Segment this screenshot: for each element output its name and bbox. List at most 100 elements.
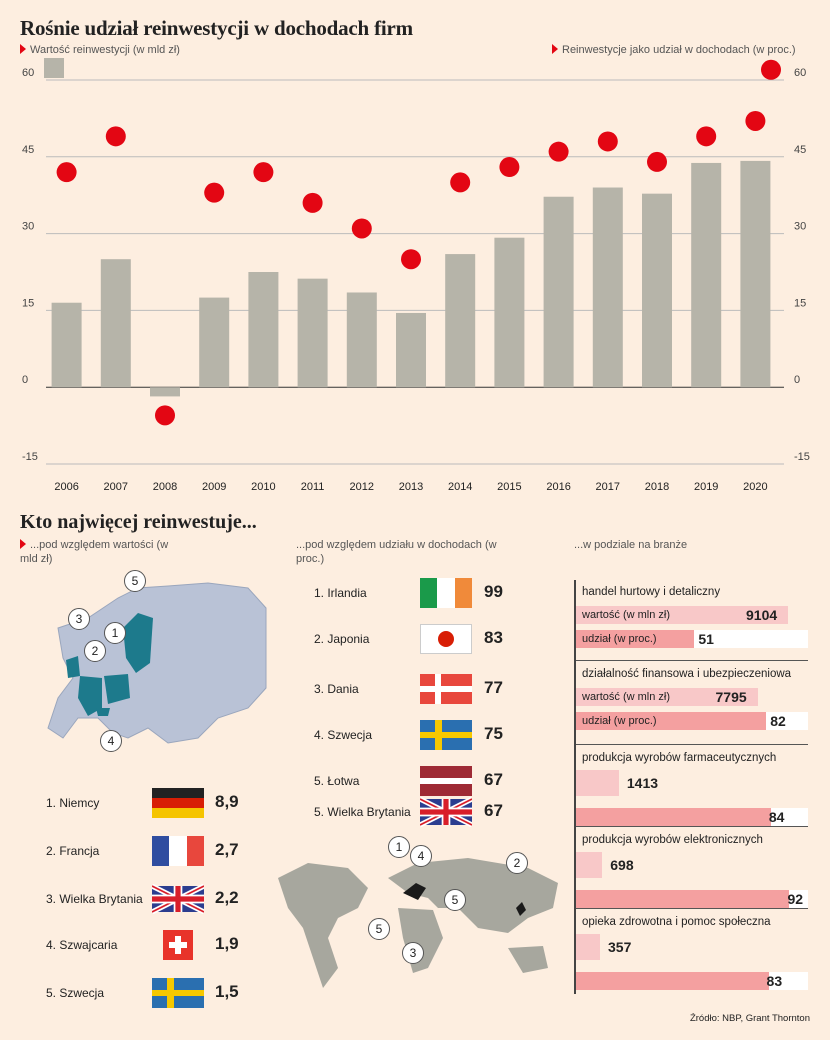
world-map-label-2: 2 [506, 852, 528, 874]
legend-dots: Reinwestycje jako udział w dochodach (w … [552, 44, 796, 56]
rank-share-label: 4. Szwecja [314, 728, 373, 742]
europe-map-label-4: 4 [100, 730, 122, 752]
dot [155, 405, 175, 426]
value-number: 698 [610, 857, 634, 873]
bar [740, 160, 771, 388]
uk-highlight [66, 656, 80, 678]
industry-separator [576, 908, 808, 909]
share-number: 92 [787, 891, 804, 907]
rank-share-value: 83 [484, 628, 503, 647]
industry-separator [576, 826, 808, 827]
bar [297, 278, 328, 388]
dot [761, 59, 781, 80]
africa-land [398, 908, 443, 973]
value-bar-label: wartość (w mln zł) [582, 691, 671, 703]
value-number: 357 [608, 939, 632, 955]
x-tick-label: 2006 [54, 481, 78, 493]
dot [401, 249, 421, 270]
y-tick-right: 30 [794, 221, 806, 233]
bar [543, 196, 574, 388]
ch-flag-icon [152, 930, 204, 960]
y-tick-left: -15 [22, 451, 38, 463]
rank-value-label: 5. Szwecja [46, 986, 105, 1000]
rank-value-label: 4. Szwajcaria [46, 938, 118, 952]
share-bar-label: udział (w proc.) [582, 633, 657, 645]
france-highlight [78, 676, 102, 716]
lv-flag-icon [420, 766, 472, 796]
bar [100, 259, 131, 388]
y-tick-right: 45 [794, 144, 806, 156]
value-bar [576, 770, 619, 796]
value-bar [576, 852, 603, 878]
x-tick-label: 2007 [104, 481, 128, 493]
bar [51, 302, 82, 388]
ie-flag-icon [420, 578, 472, 608]
rank-share-value: 77 [484, 678, 503, 697]
fr-flag-icon [152, 836, 204, 866]
world-map-label-1: 1 [388, 836, 410, 858]
subtitle-value: ...pod względem wartości (w mld zł) [20, 539, 169, 565]
y-tick-left: 45 [22, 144, 34, 156]
industry-name: opieka zdrowotna i pomoc społeczna [582, 916, 771, 928]
rank-value-label: 2. Francja [46, 844, 100, 858]
bar [494, 237, 525, 388]
industry-separator [576, 744, 808, 745]
value-bar [576, 934, 600, 960]
dot [745, 110, 766, 131]
industry-name: działalność finansowa i ubezpieczeniowa [582, 668, 792, 680]
rank-value-value: 2,2 [215, 888, 239, 907]
industry-name: produkcja wyrobów elektronicznych [582, 834, 763, 846]
bar [150, 387, 180, 397]
chart-title: Rośnie udział reinwestycji w dochodach f… [20, 16, 413, 40]
share-bar [576, 630, 695, 648]
industry-name: produkcja wyrobów farmaceutycznych [582, 752, 777, 764]
australia-land [508, 946, 548, 973]
dot [499, 157, 520, 178]
share-number: 51 [698, 631, 714, 647]
share-bar [576, 808, 771, 826]
rank-share-value: 75 [484, 724, 503, 743]
triangle-marker-icon [20, 44, 26, 54]
y-tick-right: 0 [794, 374, 800, 386]
industry-name: handel hurtowy i detaliczny [582, 586, 721, 598]
switzerland-highlight [96, 708, 110, 716]
x-tick-label: 2012 [350, 481, 374, 493]
y-tick-left: 0 [22, 374, 28, 386]
triangle-marker-icon [552, 44, 558, 54]
industry-panel [574, 580, 810, 994]
subtitle-share: ...pod względem udziału w dochodach (w p… [296, 539, 497, 565]
x-tick-label: 2008 [153, 481, 177, 493]
jp-flag-icon [420, 624, 472, 654]
rank-share-value: 67 [484, 770, 503, 789]
world-map-label-5: 5 [444, 889, 466, 911]
dot [548, 141, 569, 162]
rank-share-label: 5. Wielka Brytania [314, 805, 411, 819]
gb-flag-icon [152, 884, 204, 914]
sweden-highlight [123, 613, 153, 673]
reinvestment-chart: 60 60 45 45 30 30 15 15 0 0 -15 -15 2006 2007 2008 2009… [22, 58, 810, 493]
rank-share-label: 1. Irlandia [314, 586, 367, 600]
europe-highlight [403, 883, 426, 900]
dot [647, 151, 667, 172]
subtitle-industry: ...w podziale na branże [574, 539, 688, 551]
x-tick-label: 2020 [743, 481, 767, 493]
europe-map [47, 582, 267, 744]
y-tick-left: 30 [22, 221, 34, 233]
rank-value-value: 1,9 [215, 934, 239, 953]
x-tick-label: 2019 [694, 481, 718, 493]
y-tick-right: -15 [794, 451, 810, 463]
gb-flag-icon [420, 797, 472, 827]
dot [204, 182, 225, 203]
x-tick-label: 2011 [301, 481, 325, 493]
share-number: 83 [766, 973, 783, 989]
share-bar-label: udział (w proc.) [582, 715, 657, 727]
rank-value-value: 2,7 [215, 840, 239, 859]
se-flag-icon [420, 720, 472, 750]
de-flag-icon [152, 788, 204, 818]
x-tick-label: 2013 [399, 481, 423, 493]
rank-share-value: 67 [484, 801, 503, 820]
dk-flag-icon [420, 674, 472, 704]
dot [351, 218, 372, 239]
y-tick-right: 60 [794, 67, 806, 79]
value-bar [576, 606, 788, 624]
